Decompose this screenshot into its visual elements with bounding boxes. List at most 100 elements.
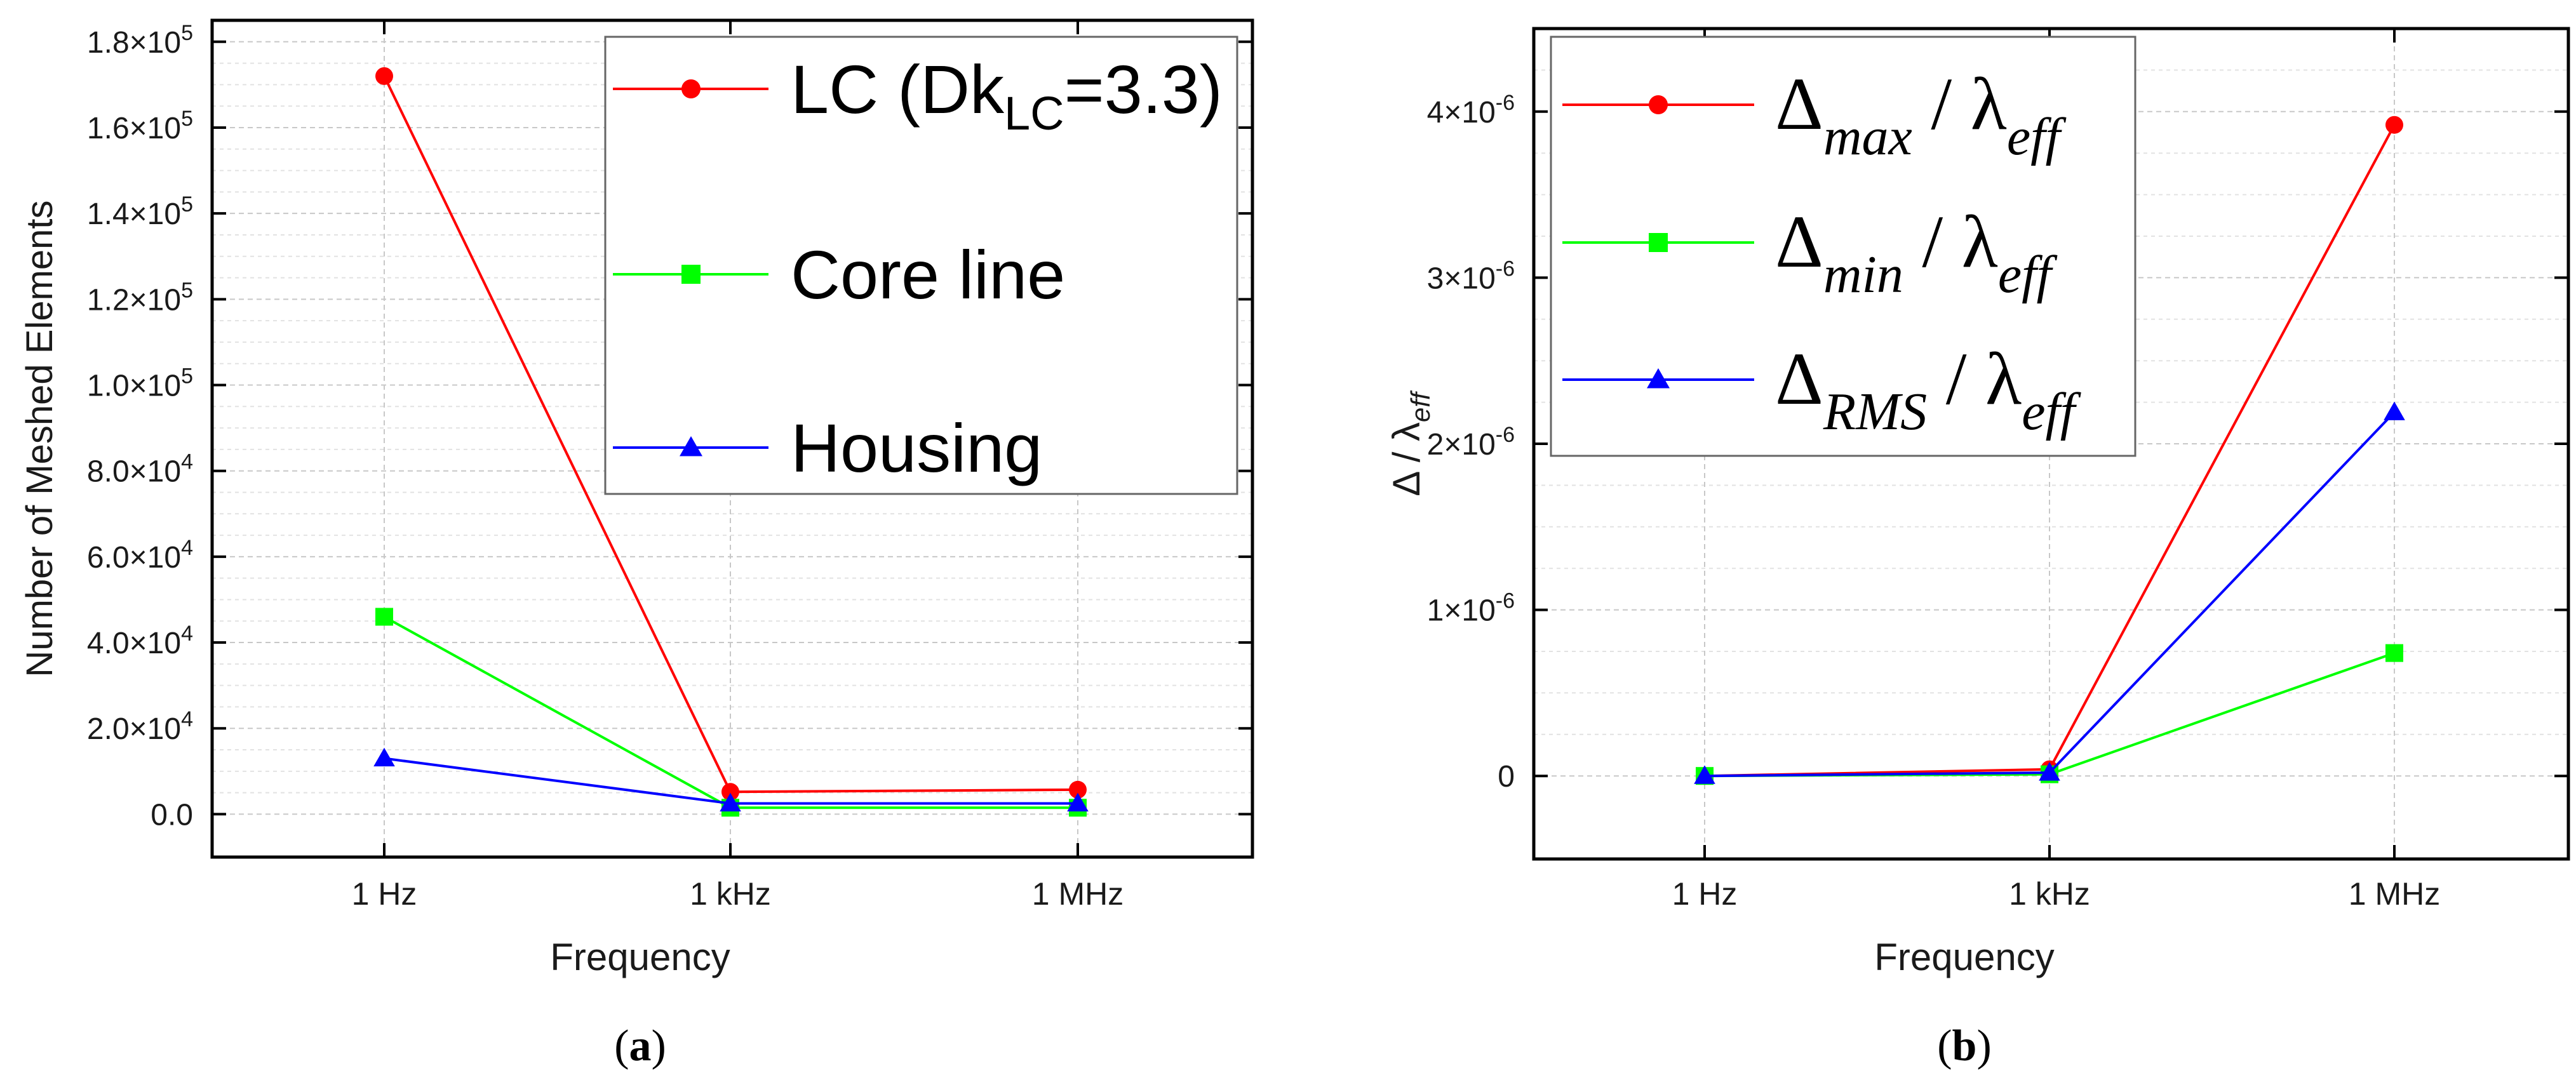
legend-delta: Δ bbox=[1775, 62, 1823, 145]
caption-close-paren: ) bbox=[1976, 1022, 1991, 1070]
y-tick-label-6-mantissa: 1.0×10 bbox=[87, 369, 181, 403]
legend-marker-1 bbox=[1649, 95, 1668, 114]
data-point-s3-p1 bbox=[1694, 765, 1715, 784]
y-tick-label-8-mantissa: 1.4×10 bbox=[87, 197, 181, 231]
legend-sub-second: eff bbox=[1998, 245, 2058, 304]
y-tick-label-2-mantissa: 2.0×10 bbox=[87, 712, 181, 746]
y-tick-label-3: 2×10-6 bbox=[1427, 423, 1515, 462]
y-tick-label-3: 4.0×104 bbox=[87, 622, 193, 660]
y-tick-label-6: 1.0×105 bbox=[87, 364, 193, 403]
legend-label-tail: =3.3) bbox=[1064, 51, 1223, 128]
data-point-s1-p3 bbox=[2385, 116, 2403, 134]
legend-marker-2 bbox=[681, 265, 701, 284]
y-tick-label-5: 4×10-6 bbox=[1427, 91, 1515, 130]
y-tick-label-3-mantissa: 4.0×10 bbox=[87, 627, 181, 660]
y-tick-label-5-exponent: 4 bbox=[181, 450, 193, 474]
y-tick-label-2-exponent: 4 bbox=[181, 707, 193, 731]
y-tick-label-10: 1.8×105 bbox=[87, 21, 193, 60]
x-axis-title: Frequency bbox=[550, 936, 730, 978]
y-tick-label-8: 1.4×105 bbox=[87, 192, 193, 231]
y-tick-label-5: 8.0×104 bbox=[87, 450, 193, 489]
panel-caption-a: (a) bbox=[614, 1022, 666, 1070]
legend-label-1: LC (DkLC=3.3) bbox=[791, 51, 1223, 140]
y-tick-label-2: 1×10-6 bbox=[1427, 589, 1515, 628]
y-tick-label-7-exponent: 5 bbox=[181, 278, 193, 302]
data-point-s3-p3 bbox=[2384, 401, 2405, 420]
legend-label-main: LC (Dk bbox=[791, 51, 1005, 128]
caption-close-paren: ) bbox=[652, 1022, 666, 1070]
legend-sub-first: min bbox=[1823, 245, 1903, 304]
x-axis-title: Frequency bbox=[1874, 936, 2054, 978]
data-point-s3-p1 bbox=[373, 747, 395, 767]
y-tick-label-3-mantissa: 2×10 bbox=[1427, 428, 1496, 462]
legend-lambda: / λ bbox=[1903, 200, 1998, 283]
data-point-s3-p3 bbox=[1067, 792, 1089, 812]
y-tick-label-2-mantissa: 1×10 bbox=[1427, 594, 1496, 628]
caption-letter: a bbox=[629, 1022, 652, 1070]
y-tick-label-4-mantissa: 3×10 bbox=[1427, 262, 1496, 295]
x-tick-label-1: 1 Hz bbox=[352, 876, 417, 912]
legend-delta: Δ bbox=[1775, 337, 1823, 420]
data-point-s1-p1 bbox=[375, 67, 393, 85]
legend-delta: Δ bbox=[1775, 200, 1823, 283]
y-axis-title: Δ / λeff bbox=[1385, 390, 1435, 496]
y-tick-label-10-exponent: 5 bbox=[181, 21, 193, 45]
y-tick-label-9: 1.6×105 bbox=[87, 107, 193, 145]
legend-sub-second: eff bbox=[2022, 382, 2082, 441]
y-tick-label-3-exponent: 4 bbox=[181, 622, 193, 646]
legend-label-3: ΔRMS / λeff bbox=[1775, 337, 2082, 441]
x-tick-label-2: 1 kHz bbox=[2009, 876, 2090, 912]
y-tick-label-8-exponent: 5 bbox=[181, 192, 193, 216]
legend-marker-2 bbox=[1649, 233, 1668, 252]
y-axis-title: Number of Meshed Elements bbox=[19, 200, 60, 677]
y-tick-label-9-exponent: 5 bbox=[181, 107, 193, 131]
y-tick-label-1: 0 bbox=[1498, 760, 1515, 794]
y-tick-label-5-exponent: -6 bbox=[1496, 91, 1515, 115]
y-axis-title-sub: eff bbox=[1405, 390, 1435, 422]
legend-sub-first: max bbox=[1823, 107, 1912, 166]
x-tick-label-3: 1 MHz bbox=[1032, 876, 1124, 912]
caption-open-paren: ( bbox=[1937, 1022, 1952, 1070]
data-point-s3-p2 bbox=[720, 792, 741, 812]
legend-a: LC (DkLC=3.3) Core line Housing bbox=[604, 36, 1238, 495]
legend-lambda: / λ bbox=[1912, 62, 2007, 145]
caption-letter: b bbox=[1952, 1022, 1977, 1070]
panel-caption-b: (b) bbox=[1937, 1022, 1992, 1070]
y-axis-title-main: Δ / λ bbox=[1385, 422, 1428, 496]
y-tick-label-7: 1.2×105 bbox=[87, 278, 193, 317]
y-tick-label-4: 3×10-6 bbox=[1427, 256, 1515, 295]
y-tick-label-4-exponent: 4 bbox=[181, 536, 193, 560]
x-tick-label-2: 1 kHz bbox=[690, 876, 771, 912]
x-tick-label-1: 1 Hz bbox=[1672, 876, 1738, 912]
y-tick-label-4: 6.0×104 bbox=[87, 536, 193, 575]
x-tick-label-3: 1 MHz bbox=[2349, 876, 2440, 912]
legend-marker-3 bbox=[680, 436, 702, 456]
y-tick-label-4-mantissa: 6.0×10 bbox=[87, 541, 181, 575]
y-tick-label-6-exponent: 5 bbox=[181, 364, 193, 389]
legend-box bbox=[604, 36, 1238, 495]
y-tick-label-2-exponent: -6 bbox=[1496, 589, 1515, 613]
data-point-s3-p2 bbox=[2039, 762, 2060, 781]
legend-marker-1 bbox=[681, 79, 701, 98]
y-tick-label-2: 2.0×104 bbox=[87, 707, 193, 746]
y-tick-label-4-exponent: -6 bbox=[1496, 256, 1515, 281]
legend-label-sub: LC bbox=[1004, 87, 1064, 140]
y-tick-label-7-mantissa: 1.2×10 bbox=[87, 283, 181, 317]
legend-label-2: Δmin / λeff bbox=[1775, 200, 2058, 304]
legend-marker-3 bbox=[1647, 368, 1670, 389]
data-point-s1-p3 bbox=[1069, 780, 1087, 799]
y-tick-label-10-mantissa: 1.8×10 bbox=[87, 26, 181, 60]
legend-label-1: Δmax / λeff bbox=[1775, 62, 2067, 166]
caption-open-paren: ( bbox=[614, 1022, 629, 1070]
data-point-s2-p3 bbox=[2385, 644, 2403, 662]
legend-sub-second: eff bbox=[2007, 107, 2067, 166]
legend-lambda: / λ bbox=[1927, 337, 2022, 420]
y-tick-label-5-mantissa: 4×10 bbox=[1427, 96, 1496, 130]
y-tick-label-3-exponent: -6 bbox=[1496, 423, 1515, 447]
legend-label-2: Core line bbox=[791, 236, 1065, 313]
legend-sub-first: RMS bbox=[1823, 382, 1927, 441]
data-point-s2-p1 bbox=[375, 608, 393, 626]
y-tick-label-9-mantissa: 1.6×10 bbox=[87, 112, 181, 145]
